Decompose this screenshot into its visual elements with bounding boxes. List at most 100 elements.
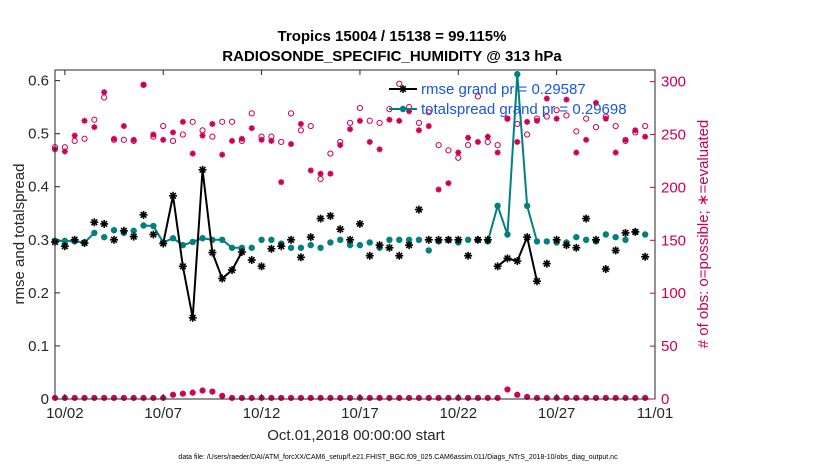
obs-possible-point xyxy=(573,128,580,135)
totalspread-point xyxy=(622,236,629,244)
rmse-point xyxy=(631,227,640,236)
rmse-point xyxy=(454,235,463,244)
obs-evaluated-point xyxy=(337,142,344,149)
y-axis-left: 0 0.1 0.2 0.3 0.4 0.5 0.6 xyxy=(28,73,60,408)
obs-evaluated-point xyxy=(268,137,275,144)
obs-low-evaluated-point xyxy=(91,395,97,401)
obs-possible-point xyxy=(189,118,196,125)
obs-low-evaluated-point xyxy=(111,395,117,401)
obs-low-evaluated-point xyxy=(396,395,402,401)
obs-possible-point xyxy=(327,150,334,157)
obs-evaluated-point xyxy=(583,136,590,143)
rmse-point xyxy=(542,259,551,268)
obs-evaluated-point xyxy=(160,136,167,143)
rmse-point xyxy=(424,235,433,244)
rmse-point xyxy=(375,241,384,250)
y-left-tick-label: 0.4 xyxy=(28,179,49,196)
obs-evaluated-point xyxy=(189,150,196,157)
obs-low-evaluated-point xyxy=(170,392,176,398)
obs-possible-point xyxy=(209,133,216,140)
rmse-point xyxy=(385,243,394,252)
obs-low-evaluated-point xyxy=(603,395,609,401)
y-axis-left-label: rmse and totalspread xyxy=(11,164,28,305)
rmse-point xyxy=(208,248,217,257)
totalspread-point xyxy=(258,236,265,244)
rmse-point xyxy=(296,253,305,262)
totalspread-point xyxy=(189,238,196,246)
rmse-point xyxy=(139,210,148,219)
rmse-point xyxy=(483,235,492,244)
y-right-tick-label: 100 xyxy=(661,285,686,302)
rmse-point xyxy=(178,262,187,271)
obs-possible-point xyxy=(366,117,373,124)
obs-evaluated-point xyxy=(533,117,540,124)
obs-low-evaluated-point xyxy=(544,395,550,401)
obs-low-evaluated-point xyxy=(229,395,235,401)
obs-possible-point xyxy=(435,142,442,149)
obs-possible-point xyxy=(81,135,88,142)
rmse-point xyxy=(80,238,89,247)
obs-evaluated-point xyxy=(455,149,462,156)
obs-evaluated-point xyxy=(317,170,324,177)
obs-evaluated-point xyxy=(524,118,531,125)
totalspread-point xyxy=(464,236,472,244)
obs-possible-point xyxy=(524,131,531,138)
rmse-point xyxy=(346,235,355,244)
legend-spread-label: totalspread grand pr = 0.29698 xyxy=(421,101,627,118)
rmse-point xyxy=(591,235,600,244)
obs-evaluated-point xyxy=(347,126,354,133)
obs-possible-point xyxy=(396,80,403,87)
obs-low-evaluated-point xyxy=(563,395,570,401)
obs-evaluated-point xyxy=(494,149,501,156)
obs-low-evaluated-point xyxy=(317,395,324,401)
totalspread-point xyxy=(602,231,610,238)
rmse-point xyxy=(641,252,650,261)
rmse-point xyxy=(473,235,482,244)
obs-possible-point xyxy=(169,137,177,144)
totalspread-point xyxy=(573,233,580,241)
rmse-point xyxy=(532,277,541,286)
obs-low-evaluated-point xyxy=(131,395,137,401)
rmse-point xyxy=(365,251,374,260)
totalspread-point xyxy=(386,236,393,244)
obs-low-evaluated-point xyxy=(81,395,88,401)
obs-low-evaluated-point xyxy=(416,395,422,401)
obs-low-evaluated-point xyxy=(613,395,619,401)
rmse-point xyxy=(198,165,207,174)
obs-low-evaluated-point xyxy=(308,395,314,401)
y-axis-right: 0 50 100 150 200 250 300 xyxy=(650,74,686,408)
rmse-point xyxy=(287,235,296,244)
obs-low-evaluated-point xyxy=(327,395,334,401)
obs-low-evaluated-point xyxy=(642,395,648,401)
obs-evaluated-point xyxy=(425,123,432,130)
obs-low-evaluated-point xyxy=(367,395,373,401)
rmse-spread-marks xyxy=(51,71,650,322)
legend-spread-marker xyxy=(399,105,407,113)
totalspread-point xyxy=(91,229,98,237)
obs-evaluated-point xyxy=(61,148,68,155)
obs-low-evaluated-point xyxy=(150,395,156,401)
chart-title-line1: Tropics 15004 / 15138 = 99.115% xyxy=(278,28,507,45)
totalspread-point xyxy=(130,227,137,234)
obs-possible-point xyxy=(612,122,619,130)
rmse-point xyxy=(414,205,423,214)
rmse-point xyxy=(503,254,512,263)
obs-evaluated-point xyxy=(278,179,285,186)
obs-evaluated-point xyxy=(465,134,472,141)
obs-low-evaluated-point xyxy=(573,395,579,401)
rmse-point xyxy=(464,251,473,260)
obs-evaluated-point xyxy=(553,115,560,122)
obs-possible-point xyxy=(307,122,314,130)
totalspread-point xyxy=(248,244,255,251)
obs-low-evaluated-point xyxy=(288,395,294,401)
rmse-point xyxy=(572,243,581,252)
obs-evaluated-point xyxy=(150,131,157,138)
obs-possible-point xyxy=(583,115,590,122)
obs-low-evaluated-point xyxy=(190,390,196,396)
x-tick-label: 10/27 xyxy=(538,405,576,422)
rmse-point xyxy=(119,226,128,235)
obs-low-evaluated-point xyxy=(622,395,629,401)
obs-low-evaluated-point xyxy=(465,395,471,401)
rmse-point xyxy=(267,244,276,253)
